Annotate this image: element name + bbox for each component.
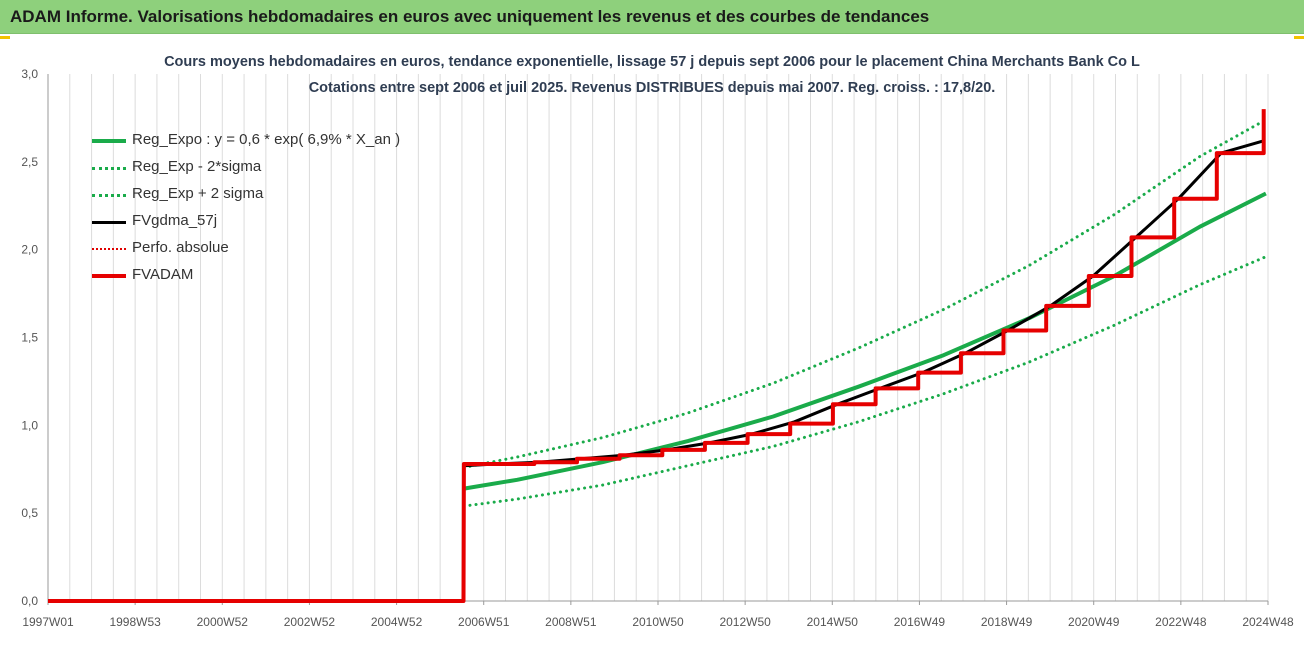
legend-item: FVgdma_57j [92,209,432,236]
y-tick-label: 3,0 [21,67,38,81]
series-reg-expo [463,191,1267,491]
y-tick-label: 2,0 [21,243,38,257]
y-tick-label: 2,5 [21,155,38,169]
legend-item: Reg_Expo : y = 0,6 * exp( 6,9% * X_an ) [92,128,432,155]
x-tick-label: 2024W48 [1242,615,1294,629]
legend-swatch [92,193,126,197]
legend-item: Reg_Exp - 2*sigma [92,155,432,182]
legend-item: Reg_Exp + 2 sigma [92,182,432,209]
legend-label: Reg_Exp - 2*sigma [132,158,262,175]
report-banner: ADAM Informe. Valorisations hebdomadaire… [0,0,1304,34]
chart-legend: Reg_Expo : y = 0,6 * exp( 6,9% * X_an ) R… [92,128,432,290]
x-tick-label: 2022W48 [1155,615,1207,629]
x-tick-label: 2018W49 [981,615,1033,629]
legend-item: Perfo. absolue [92,236,432,263]
x-tick-label: 1998W53 [109,615,161,629]
legend-item: FVADAM [92,263,432,290]
series-reg-exp-minus-2-sigma [462,255,1268,508]
grid-lines [47,74,1269,601]
y-tick-labels: 0,0 0,5 1,0 1,5 2,0 2,5 3,0 [21,67,38,608]
chart-title: Cours moyens hebdomadaires en euros, ten… [164,54,1140,70]
x-tick-label: 2002W52 [284,615,336,629]
legend-swatch [92,220,126,224]
series-lines [48,109,1268,603]
legend-label: Reg_Expo : y = 0,6 * exp( 6,9% * X_an ) [132,131,401,148]
legend-label: FVADAM [132,266,194,283]
x-tick-label: 2004W52 [371,615,423,629]
y-tick-label: 0,0 [21,594,38,608]
series-fvgdma-57j [463,139,1265,468]
x-tick-label: 2012W50 [719,615,771,629]
legend-label: Perfo. absolue [132,239,229,256]
legend-swatch [92,166,126,170]
x-tick-label: 2014W50 [807,615,859,629]
chart-subtitle: Cotations entre sept 2006 et juil 2025. … [308,80,996,96]
x-tick-label: 1997W01 [22,615,74,629]
y-tick-label: 1,0 [21,418,38,432]
series-reg-exp-plus-2-sigma [462,118,1268,469]
report-title: ADAM Informe. Valorisations hebdomadaire… [10,7,930,26]
x-tick-label: 2000W52 [197,615,249,629]
legend-label: Reg_Exp + 2 sigma [132,185,264,202]
legend-swatch [92,274,126,278]
y-tick-label: 1,5 [21,331,38,345]
x-tick-label: 2016W49 [894,615,946,629]
legend-label: FVgdma_57j [132,212,218,229]
y-tick-label: 0,5 [21,506,38,520]
series-fvadam [48,109,1266,603]
legend-swatch [92,248,126,250]
x-tick-label: 2006W51 [458,615,510,629]
corner-mark [0,36,10,39]
x-tick-label: 2008W51 [545,615,597,629]
corner-mark [1294,36,1304,39]
x-tick-labels: 1997W01 1998W53 2000W52 2002W52 2004W52 2006W… [22,615,1294,629]
legend-swatch [92,139,126,143]
x-tick-label: 2020W49 [1068,615,1120,629]
x-tick-label: 2010W50 [632,615,684,629]
